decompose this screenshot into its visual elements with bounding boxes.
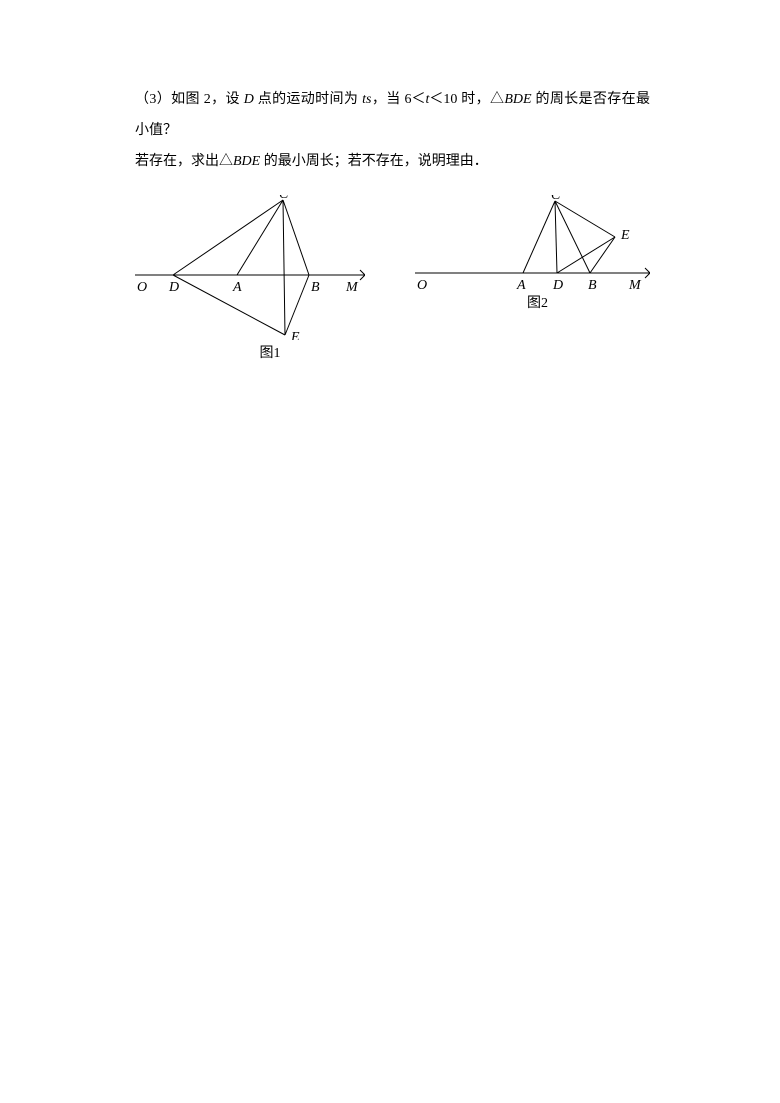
svg-text:O: O bbox=[137, 280, 147, 295]
svg-text:M: M bbox=[345, 280, 359, 295]
figure-2: O A D C B E M 图2 bbox=[415, 195, 650, 362]
part-label: （3） bbox=[135, 92, 171, 107]
svg-text:A: A bbox=[232, 280, 242, 295]
figure-1: O D A C B M E 图1 bbox=[135, 195, 365, 362]
var-bde: BDE bbox=[504, 92, 531, 107]
svg-text:B: B bbox=[311, 280, 320, 295]
svg-text:C: C bbox=[279, 195, 289, 202]
figure-2-svg: O A D C B E M bbox=[415, 195, 650, 290]
svg-text:O: O bbox=[417, 278, 427, 290]
svg-text:A: A bbox=[516, 278, 526, 290]
svg-text:D: D bbox=[552, 278, 563, 290]
svg-text:M: M bbox=[628, 278, 642, 290]
problem-line-2: 若存在，求出△BDE 的最小周长；若不存在，说明理由． bbox=[135, 147, 650, 178]
svg-text:B: B bbox=[588, 278, 597, 290]
svg-text:D: D bbox=[168, 280, 179, 295]
figure-1-svg: O D A C B M E bbox=[135, 195, 365, 340]
var-bde-2: BDE bbox=[233, 154, 260, 169]
var-ts: ts bbox=[362, 92, 371, 107]
svg-text:E: E bbox=[290, 330, 300, 340]
figure-2-caption: 图2 bbox=[527, 292, 548, 312]
var-d: D bbox=[244, 92, 254, 107]
problem-line-1: （3）如图 2，设 D 点的运动时间为 ts，当 6＜t＜10 时，△BDE 的… bbox=[135, 85, 650, 147]
svg-text:E: E bbox=[620, 228, 630, 243]
figure-1-caption: 图1 bbox=[260, 342, 281, 362]
svg-text:C: C bbox=[551, 195, 561, 203]
